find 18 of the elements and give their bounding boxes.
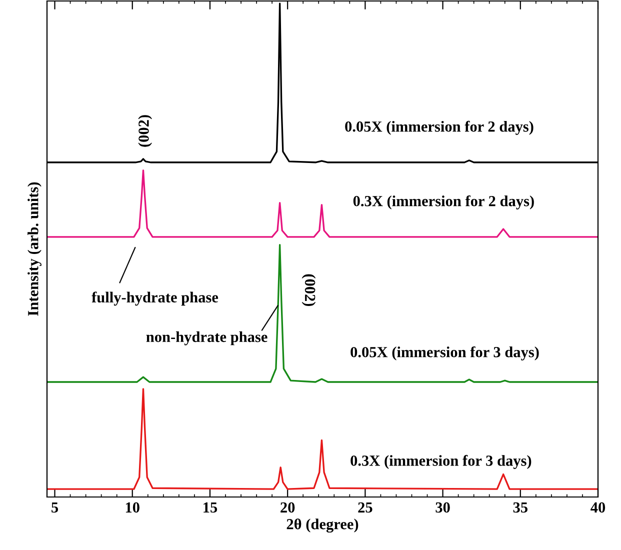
x-tick-label: 10 — [126, 502, 140, 513]
x-tick-label: 40 — [590, 502, 606, 513]
x-axis-title: 2θ (degree) — [286, 518, 358, 533]
x-tick-label: 15 — [204, 502, 218, 513]
x-tick-label: 30 — [436, 502, 450, 513]
series-label: 0.05X (immersion for 3 days) — [350, 346, 539, 360]
y-axis-title: Intensity (arb. units) — [28, 182, 42, 316]
x-tick-label: 25 — [358, 502, 372, 513]
x-tick-label: 5 — [52, 502, 58, 513]
annotation: fully-hydrate phase — [92, 292, 218, 306]
x-tick-label: 35 — [513, 502, 528, 513]
annotation: non-hydrate phase — [146, 331, 268, 346]
series-label: 0.3X (immersion for 2 days) — [353, 195, 534, 210]
annotation: (002) — [138, 115, 152, 147]
series-label: 0.3X (immersion for 3 days) — [350, 454, 532, 469]
series-label: 0.05X (immersion for 2 days) — [345, 120, 534, 135]
annotation: (002) — [302, 274, 316, 306]
x-tick-label: 20 — [280, 502, 295, 513]
